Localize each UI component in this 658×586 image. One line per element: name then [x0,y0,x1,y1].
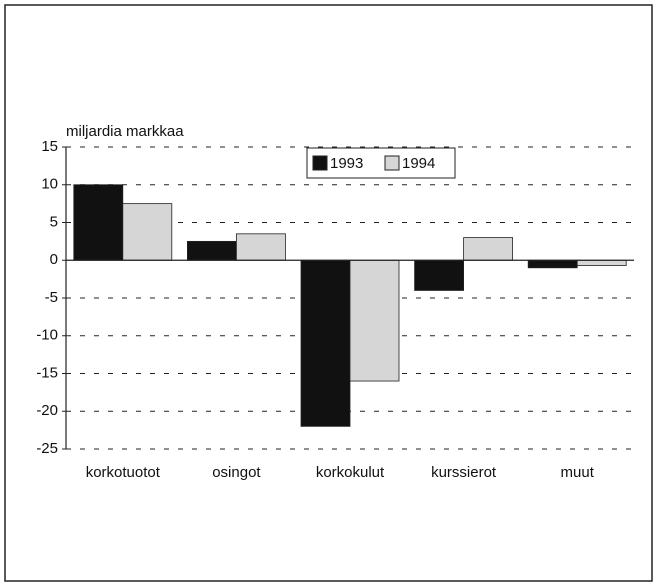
bar [527,259,578,269]
y-tick-label: -20 [36,402,58,419]
bar [349,259,400,382]
y-tick-label: 15 [41,138,58,155]
y-tick-label: 10 [41,176,58,193]
x-tick-label: korkotuotot [86,464,161,481]
frame [4,4,653,582]
bar [186,240,237,261]
bar [463,237,514,261]
legend-swatch [384,155,400,171]
x-tick-label: kurssierot [431,464,497,481]
bar [235,233,286,261]
x-tick-label: korkokulut [316,464,385,481]
x-tick-label: muut [561,464,595,481]
bar [122,203,173,261]
bar [300,259,351,427]
bar [576,259,627,266]
bar [73,184,124,261]
y-tick-label: -15 [36,364,58,381]
x-tick-label: osingot [212,464,261,481]
legend-swatch [312,155,328,171]
bar [414,259,465,291]
y-tick-label: 5 [50,213,58,230]
y-axis-label: miljardia markkaa [66,123,184,140]
y-tick-label: -5 [45,289,58,306]
y-tick-label: 0 [50,251,58,268]
y-tick-label: -25 [36,440,58,457]
legend-box [306,147,456,179]
legend-label: 1993 [330,155,363,172]
legend-label: 1994 [402,155,435,172]
y-tick-label: -10 [36,327,58,344]
